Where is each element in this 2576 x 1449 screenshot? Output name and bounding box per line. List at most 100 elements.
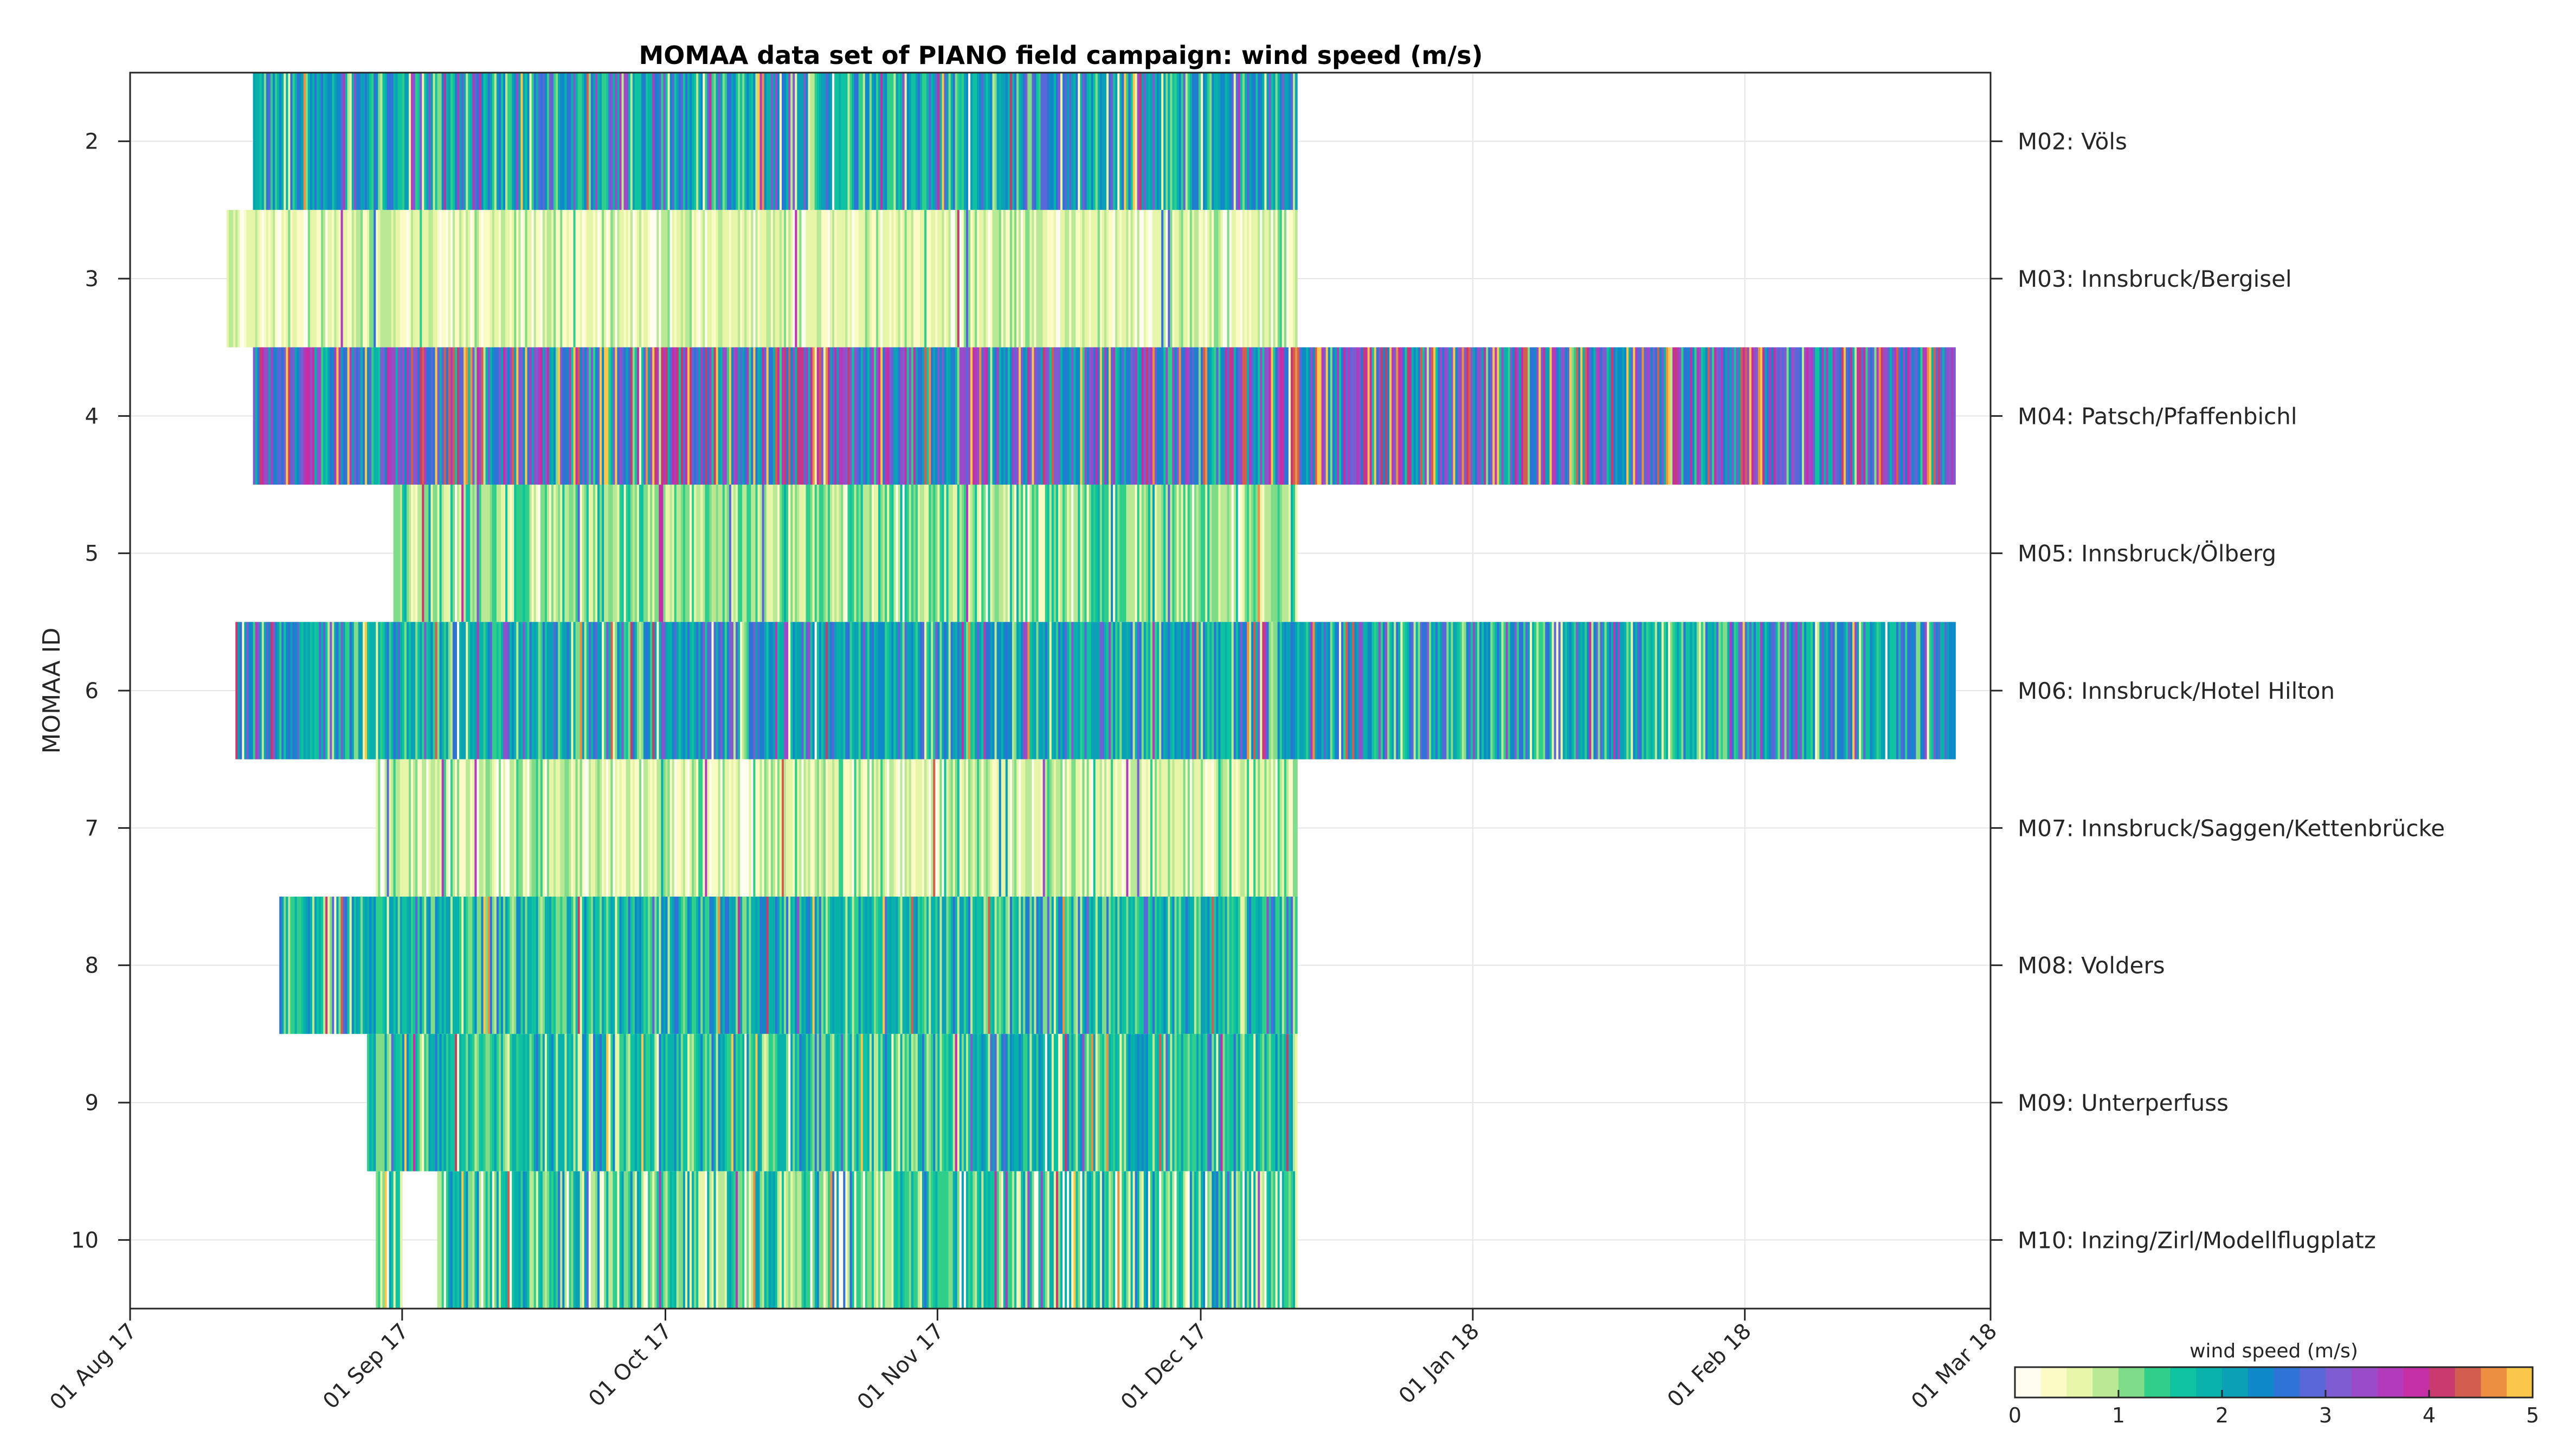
stripe-3 <box>1207 210 1210 347</box>
stripe-8 <box>878 897 881 1034</box>
stripe-6 <box>876 622 879 759</box>
stripe-10 <box>1212 1171 1214 1309</box>
stripe-4 <box>1773 347 1776 485</box>
stripe-7 <box>904 759 907 897</box>
stripe-6 <box>564 622 567 759</box>
stripe-5 <box>755 485 758 622</box>
stripe-3 <box>507 210 510 347</box>
stripe-7 <box>933 759 936 897</box>
stripe-4 <box>816 347 820 485</box>
stripe-5 <box>1264 485 1267 622</box>
stripe-6 <box>343 622 346 759</box>
stripe-8 <box>709 897 712 1034</box>
stripe-6 <box>1279 622 1283 759</box>
stripe-4 <box>1521 347 1524 485</box>
stripe-2 <box>696 73 699 210</box>
stripe-7 <box>1091 759 1094 897</box>
stripe-6 <box>843 622 846 759</box>
stripe-2 <box>1251 73 1254 210</box>
stripe-8 <box>939 897 943 1034</box>
stripe-10 <box>703 1171 705 1309</box>
stripe-8 <box>1172 897 1175 1034</box>
stripe-2 <box>389 73 392 210</box>
stripe-7 <box>426 759 429 897</box>
y-tick-label: 2 <box>85 130 99 154</box>
stripe-4 <box>682 347 686 485</box>
stripe-10 <box>573 1171 576 1309</box>
stripe-6 <box>942 622 945 759</box>
stripe-2 <box>707 73 710 210</box>
stripe-5 <box>1295 485 1298 622</box>
stripe-8 <box>639 897 642 1034</box>
stripe-4 <box>777 347 780 485</box>
stripe-4 <box>1448 347 1451 485</box>
stripe-5 <box>643 485 646 622</box>
stripe-9 <box>703 1034 705 1171</box>
stripe-3 <box>849 210 853 347</box>
stripe-6 <box>1407 622 1410 759</box>
stripe-3 <box>698 210 701 347</box>
stripe-6 <box>433 622 436 759</box>
stripe-2 <box>1178 73 1182 210</box>
stripe-3 <box>463 210 466 347</box>
stripe-4 <box>363 347 365 485</box>
stripe-3 <box>871 210 874 347</box>
stripe-8 <box>1073 897 1076 1034</box>
stripe-9 <box>700 1034 703 1171</box>
stripe-5 <box>636 485 640 622</box>
stripe-7 <box>1047 759 1050 897</box>
stripe-10 <box>994 1171 997 1309</box>
stripe-6 <box>575 622 578 759</box>
stripe-2 <box>391 73 394 210</box>
stripe-6 <box>1508 622 1511 759</box>
colorbar-tick-label: 0 <box>2008 1403 2021 1427</box>
stripe-3 <box>806 210 809 347</box>
stripe-3 <box>1051 210 1054 347</box>
stripe-5 <box>566 485 570 622</box>
stripe-6 <box>1679 622 1682 759</box>
stripe-9 <box>606 1034 609 1171</box>
stripe-5 <box>575 485 578 622</box>
stripe-10 <box>716 1171 719 1309</box>
stripe-4 <box>862 347 866 485</box>
stripe-10 <box>1032 1171 1035 1309</box>
stripe-2 <box>692 73 694 210</box>
stripe-6 <box>924 622 927 759</box>
stripe-5 <box>1187 485 1190 622</box>
stripe-7 <box>415 759 418 897</box>
stripe-6 <box>1725 622 1728 759</box>
stripe-3 <box>577 210 581 347</box>
stripe-4 <box>1729 347 1733 485</box>
stripe-6 <box>1354 622 1357 759</box>
stripe-4 <box>1415 347 1419 485</box>
stripe-7 <box>623 759 627 897</box>
stripe-6 <box>1534 622 1537 759</box>
station-label: M03: Innsbruck/Bergisel <box>2018 266 2292 292</box>
stripe-7 <box>1065 759 1067 897</box>
stripe-7 <box>602 759 604 897</box>
stripe-7 <box>1192 759 1195 897</box>
stripe-5 <box>470 485 473 622</box>
stripe-6 <box>387 622 390 759</box>
stripe-6 <box>1788 622 1792 759</box>
stripe-9 <box>588 1034 591 1171</box>
stripe-6 <box>1165 622 1168 759</box>
stripe-5 <box>1231 485 1234 622</box>
stripe-5 <box>650 485 653 622</box>
stripe-5 <box>544 485 548 622</box>
stripe-4 <box>803 347 807 485</box>
stripe-2 <box>1060 73 1063 210</box>
stripe-7 <box>665 759 668 897</box>
stripe-4 <box>669 347 673 485</box>
stripe-10 <box>556 1171 558 1309</box>
stripe-3 <box>999 210 1002 347</box>
stripe-8 <box>571 897 574 1034</box>
stripe-4 <box>1799 347 1802 485</box>
stripe-3 <box>1047 210 1050 347</box>
stripe-2 <box>593 73 596 210</box>
stripe-3 <box>718 210 721 347</box>
stripe-4 <box>1736 347 1739 485</box>
stripe-9 <box>707 1034 710 1171</box>
stripe-10 <box>1150 1171 1153 1309</box>
stripe-9 <box>1271 1034 1274 1171</box>
